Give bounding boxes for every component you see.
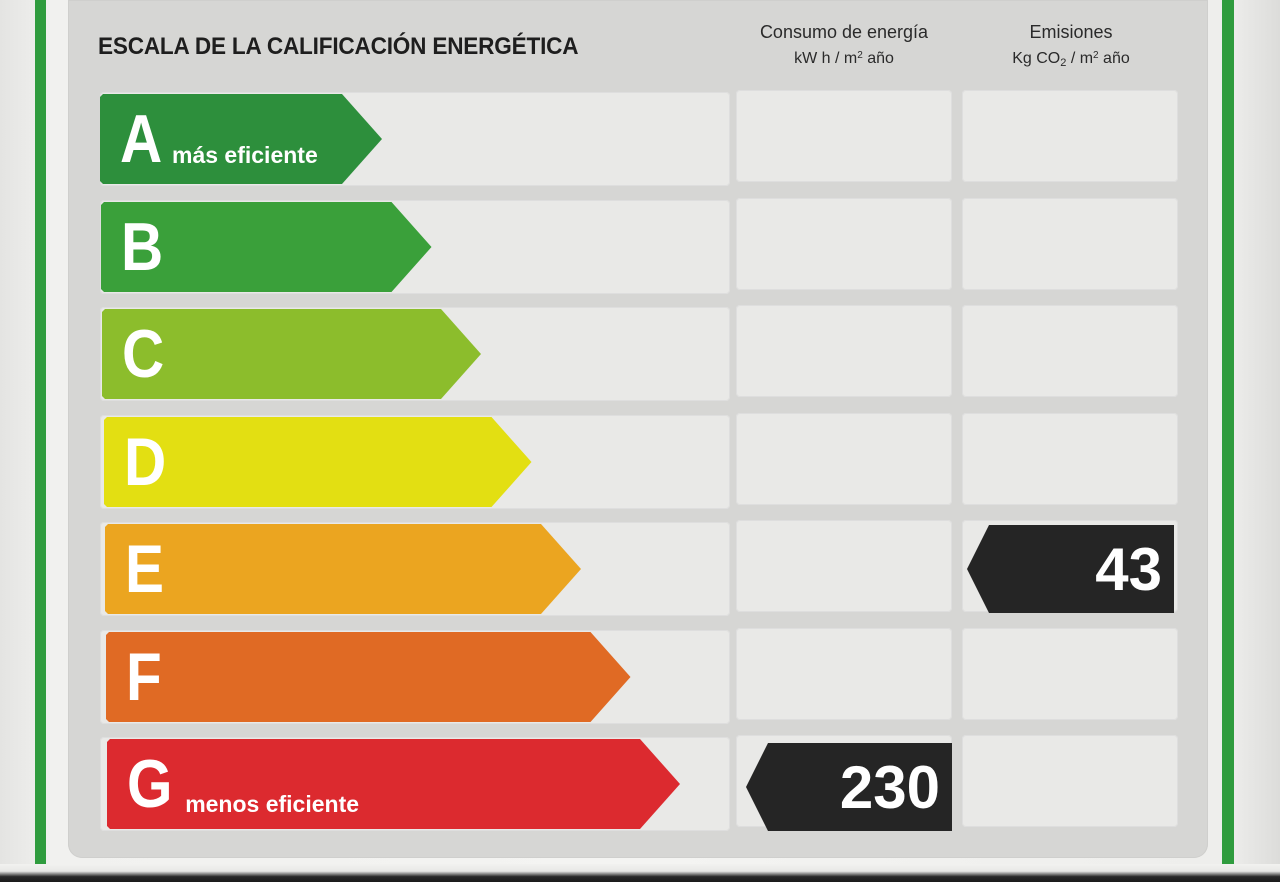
band-letter-e: E — [124, 531, 164, 607]
emissions-rating-marker: 43 — [967, 525, 1174, 615]
band-caption-a: más eficiente — [172, 142, 318, 168]
energy-cell-f — [736, 628, 952, 720]
energy-header-unit: kW h / m2 año — [794, 50, 894, 67]
frame-bottom-edge — [0, 864, 1280, 882]
energy-rating-marker-shape — [746, 743, 952, 831]
energy-cell-c — [736, 305, 952, 397]
emissions-cell-c — [962, 305, 1178, 397]
band-letter-c: C — [122, 316, 165, 392]
green-frame-left — [35, 0, 46, 870]
emissions-rating-marker-value: 43 — [1095, 536, 1162, 603]
band-letter-a: A — [120, 101, 163, 177]
emissions-column-header: Emisiones Kg CO2 / m2 año — [962, 20, 1180, 75]
band-letter-f: F — [126, 639, 162, 715]
emissions-rating-marker-shape — [967, 525, 1174, 613]
band-arrow-a — [100, 94, 382, 184]
green-frame-right — [1222, 0, 1234, 870]
energy-cell-d — [736, 413, 952, 505]
band-arrow-e — [104, 524, 581, 614]
emissions-header-unit: Kg CO2 / m2 año — [1012, 50, 1130, 69]
rating-band-b: B — [101, 202, 432, 292]
energy-cell-a — [736, 90, 952, 182]
rating-band-d: D — [103, 417, 532, 507]
band-arrow-d — [103, 417, 532, 507]
rating-band-e: E — [104, 524, 581, 614]
energy-column-header: Consumo de energía kW h / m2 año — [736, 20, 952, 71]
rating-band-c: C — [102, 309, 482, 399]
band-arrow-c — [102, 309, 482, 399]
band-arrow-b — [101, 202, 432, 292]
band-arrow-f — [106, 632, 631, 722]
emissions-cell-g — [962, 735, 1178, 827]
rating-band-f: F — [106, 632, 631, 722]
emissions-cell-b — [962, 198, 1178, 290]
emissions-cell-f — [962, 628, 1178, 720]
emissions-header-title: Emisiones — [1029, 22, 1113, 42]
energy-cell-e — [736, 520, 952, 612]
energy-rating-marker: 230 — [746, 743, 952, 833]
band-letter-g: G — [127, 746, 173, 822]
band-letter-b: B — [121, 209, 164, 285]
energy-header-title: Consumo de energía — [759, 22, 929, 42]
emissions-cell-d — [962, 413, 1178, 505]
band-caption-g: menos eficiente — [185, 791, 360, 817]
emissions-cell-a — [962, 90, 1178, 182]
band-letter-d: D — [123, 424, 166, 500]
energy-rating-marker-value: 230 — [839, 754, 940, 821]
label-title: ESCALA DE LA CALIFICACIÓN ENERGÉTICA — [98, 33, 579, 60]
band-arrow-g — [107, 739, 681, 829]
energy-cell-b — [736, 198, 952, 290]
